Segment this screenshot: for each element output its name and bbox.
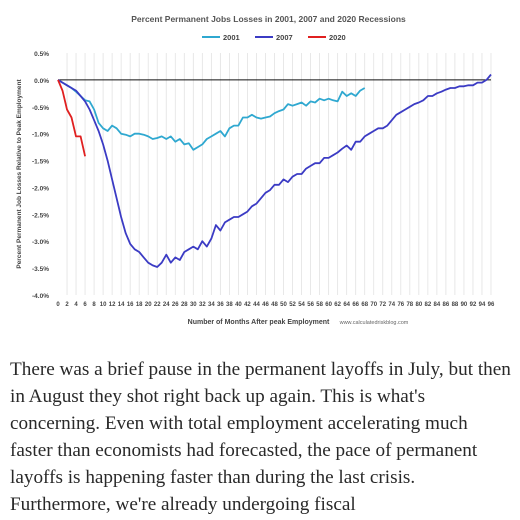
series-line-2020 (57, 79, 86, 157)
x-tick-label: 90 (461, 302, 468, 308)
y-tick-label: 0.0% (34, 78, 49, 85)
x-tick-label: 44 (253, 302, 260, 308)
x-tick-label: 4 (74, 302, 78, 308)
y-tick-label: -0.5% (32, 105, 49, 112)
series-line-2007 (57, 73, 492, 268)
x-tick-label: 16 (127, 302, 134, 308)
x-tick-label: 28 (181, 302, 188, 308)
x-tick-label: 24 (163, 302, 170, 308)
x-tick-label: 0 (56, 302, 60, 308)
x-tick-label: 2 (65, 302, 69, 308)
y-tick-label: -1.0% (32, 132, 49, 139)
x-tick-label: 68 (361, 302, 368, 308)
x-tick-label: 12 (109, 302, 116, 308)
x-tick-label: 72 (379, 302, 386, 308)
y-tick-label: -4.0% (32, 293, 49, 300)
legend-label-2020: 2020 (329, 33, 346, 42)
chart-area: Percent Permanent Jobs Losses in 2001, 2… (16, 14, 495, 326)
x-tick-label: 74 (388, 302, 395, 308)
x-tick-label: 58 (316, 302, 323, 308)
x-tick-label: 38 (226, 302, 233, 308)
x-tick-label: 62 (334, 302, 341, 308)
x-tick-label: 40 (235, 302, 242, 308)
x-tick-label: 22 (154, 302, 161, 308)
x-tick-label: 10 (100, 302, 107, 308)
x-tick-label: 94 (479, 302, 486, 308)
x-tick-label: 48 (271, 302, 278, 308)
x-tick-label: 86 (443, 302, 450, 308)
x-tick-label: 82 (425, 302, 432, 308)
x-tick-label: 42 (244, 302, 251, 308)
x-tick-label: 34 (208, 302, 215, 308)
y-tick-label: -3.0% (32, 239, 49, 246)
x-tick-label: 36 (217, 302, 224, 308)
x-axis-label: Number of Months After peak Employment (188, 319, 330, 326)
line-chart: Percent Permanent Jobs Losses in 2001, 2… (16, 14, 495, 326)
series-line-2001 (57, 79, 366, 151)
x-tick-label: 88 (452, 302, 459, 308)
x-tick-label: 30 (190, 302, 197, 308)
x-tick-label: 32 (199, 302, 206, 308)
x-tick-label: 64 (343, 302, 350, 308)
x-tick-label: 46 (262, 302, 269, 308)
x-tick-label: 56 (307, 302, 314, 308)
x-tick-label: 54 (298, 302, 305, 308)
y-axis-label: Percent Permanent Job Losses Relative to… (16, 79, 23, 269)
x-tick-label: 60 (325, 302, 332, 308)
x-tick-label: 80 (415, 302, 422, 308)
x-tick-label: 78 (406, 302, 413, 308)
legend-label-2001: 2001 (223, 33, 240, 42)
y-tick-label: -3.5% (32, 266, 49, 273)
legend-label-2007: 2007 (276, 33, 293, 42)
x-tick-label: 50 (280, 302, 287, 308)
x-tick-label: 52 (289, 302, 296, 308)
chart-title: Percent Permanent Jobs Losses in 2001, 2… (131, 14, 406, 24)
x-tick-label: 96 (488, 302, 495, 308)
x-tick-label: 92 (470, 302, 477, 308)
y-tick-label: -2.5% (32, 212, 49, 219)
x-tick-label: 18 (136, 302, 143, 308)
source-label: www.calculatedriskblog.com (339, 320, 409, 326)
x-tick-label: 14 (118, 302, 125, 308)
y-tick-label: -1.5% (32, 159, 49, 166)
x-tick-label: 84 (434, 302, 441, 308)
y-tick-label: -2.0% (32, 185, 49, 192)
x-tick-label: 26 (172, 302, 179, 308)
x-tick-label: 76 (397, 302, 404, 308)
y-tick-label: 0.5% (34, 51, 49, 58)
x-tick-label: 20 (145, 302, 152, 308)
x-tick-label: 70 (370, 302, 377, 308)
x-tick-label: 6 (83, 302, 87, 308)
x-tick-label: 8 (92, 302, 96, 308)
article-paragraph: There was a brief pause in the permanent… (10, 359, 511, 515)
article-body: There was a brief pause in the permanent… (10, 356, 514, 518)
x-tick-label: 66 (352, 302, 359, 308)
